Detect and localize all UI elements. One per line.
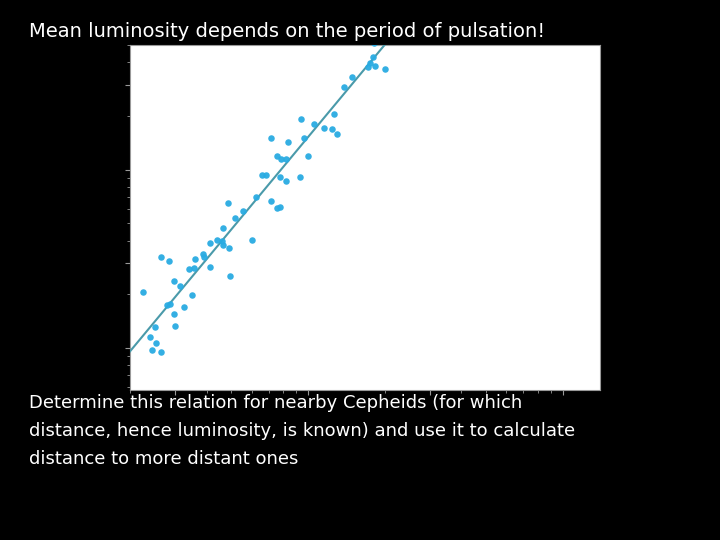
Point — [188, 264, 199, 272]
Point — [204, 239, 216, 247]
Point — [261, 171, 272, 180]
Point — [256, 170, 268, 179]
Point — [274, 202, 286, 211]
Point — [237, 206, 248, 215]
Point — [274, 173, 285, 181]
Point — [146, 346, 158, 354]
Point — [308, 119, 320, 128]
Point — [280, 177, 292, 186]
Point — [164, 300, 176, 309]
Point — [294, 173, 306, 181]
Point — [295, 114, 307, 123]
Point — [224, 272, 235, 280]
Point — [362, 63, 374, 71]
Y-axis label: luminosity ($L_{\odot}$): luminosity ($L_{\odot}$) — [53, 165, 71, 269]
Text: Mean luminosity depends on the period of pulsation!: Mean luminosity depends on the period of… — [29, 22, 545, 40]
Point — [168, 310, 179, 319]
Point — [420, 10, 431, 19]
Point — [271, 204, 282, 212]
Point — [265, 197, 276, 205]
Point — [266, 133, 277, 142]
Point — [198, 253, 210, 261]
Point — [216, 237, 228, 245]
Point — [179, 303, 190, 312]
Point — [271, 152, 282, 161]
Point — [402, 5, 414, 14]
Point — [403, 28, 415, 36]
Point — [386, 0, 397, 8]
Point — [174, 281, 186, 290]
Point — [346, 72, 357, 81]
Point — [246, 235, 258, 244]
Point — [400, 14, 411, 23]
Point — [138, 288, 149, 297]
Point — [217, 241, 228, 250]
Point — [168, 276, 179, 285]
Point — [149, 322, 161, 331]
Point — [299, 133, 310, 142]
Point — [338, 83, 350, 92]
Point — [156, 252, 167, 261]
Point — [356, 17, 368, 26]
Point — [364, 58, 376, 67]
Point — [328, 110, 339, 119]
Point — [161, 301, 172, 309]
Point — [224, 244, 235, 253]
Point — [211, 235, 222, 244]
Point — [326, 124, 338, 133]
Point — [204, 263, 216, 272]
Point — [402, 0, 413, 3]
Point — [377, 36, 389, 44]
Point — [406, 12, 418, 21]
Point — [189, 255, 201, 264]
Point — [197, 250, 209, 259]
Point — [369, 62, 381, 71]
Point — [283, 137, 294, 146]
Point — [302, 152, 314, 160]
Point — [183, 265, 194, 274]
Point — [408, 9, 420, 18]
Point — [230, 214, 241, 222]
Point — [275, 154, 287, 163]
Point — [369, 39, 380, 48]
Point — [186, 291, 198, 300]
Point — [163, 256, 175, 265]
Point — [331, 130, 343, 139]
Point — [217, 224, 229, 233]
Point — [155, 347, 166, 356]
Point — [356, 6, 367, 15]
Point — [318, 124, 330, 133]
Point — [169, 322, 181, 330]
Point — [144, 333, 156, 341]
Point — [379, 65, 391, 73]
Point — [367, 53, 379, 62]
Point — [251, 193, 262, 201]
Point — [222, 199, 234, 207]
Point — [150, 339, 162, 347]
X-axis label: period (days): period (days) — [319, 418, 411, 433]
Text: Determine this relation for nearby Cepheids (for which
distance, hence luminosit: Determine this relation for nearby Cephe… — [29, 394, 575, 468]
Point — [280, 155, 292, 164]
